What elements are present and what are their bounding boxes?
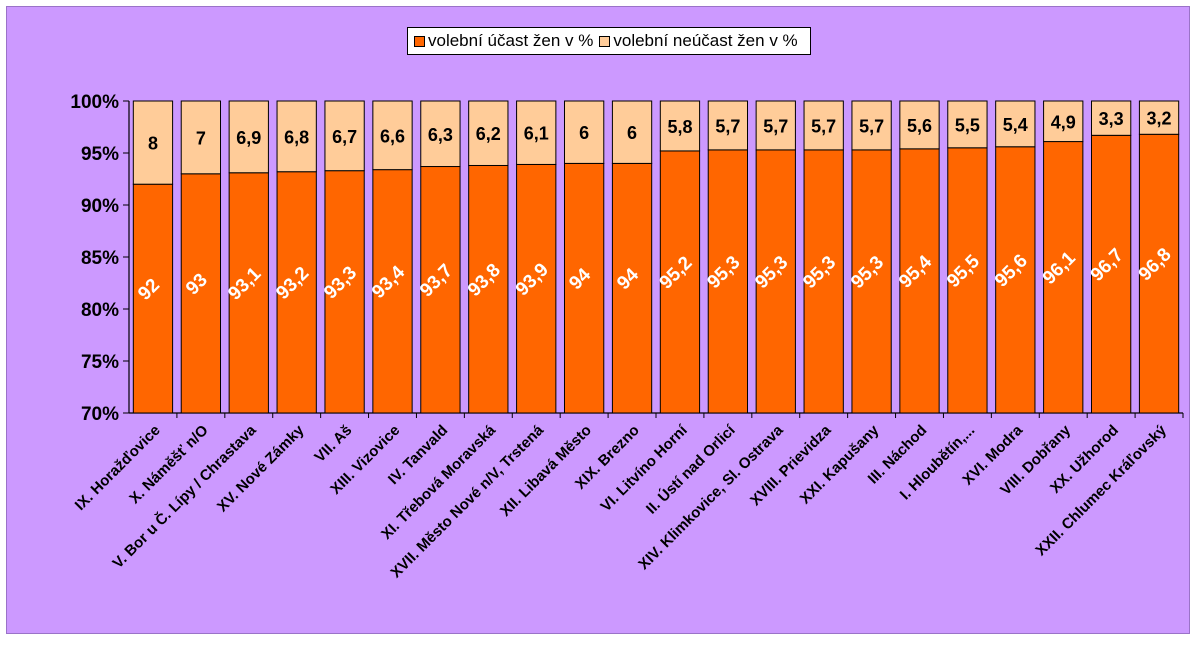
data-label-neucast: 8	[148, 134, 158, 154]
legend-item-neucast: volební neúčast žen v %	[599, 31, 798, 51]
bar-ucast	[851, 149, 892, 414]
bar-neucast	[180, 100, 222, 175]
data-label-neucast: 5,8	[667, 117, 692, 137]
bar-ucast	[1090, 134, 1132, 414]
bar-neucast	[516, 100, 557, 165]
data-label-neucast: 4,9	[1051, 112, 1076, 132]
data-label-neucast: 6,6	[380, 126, 405, 146]
y-tick-label: 100%	[70, 92, 119, 113]
x-category-label: XVIII. Prievidza	[747, 421, 835, 509]
data-label-neucast: 3,2	[1147, 109, 1172, 129]
bar-ucast	[995, 146, 1036, 414]
bar-ucast	[228, 172, 269, 414]
data-label-neucast: 5,6	[907, 116, 932, 136]
x-category-label: VII. Aš	[311, 422, 355, 466]
bar-neucast	[276, 100, 317, 173]
bar-neucast	[1043, 100, 1084, 143]
bar-neucast	[1138, 100, 1180, 135]
bar-neucast	[1090, 100, 1132, 136]
data-label-neucast: 6,9	[236, 128, 261, 148]
data-label-neucast: 3,3	[1099, 109, 1124, 129]
bar-neucast	[324, 100, 365, 172]
bar-ucast	[659, 150, 701, 414]
x-category-label: XII. Libavá Město	[497, 422, 595, 520]
data-label-neucast: 5,4	[1003, 115, 1028, 135]
data-label-neucast: 7	[196, 128, 206, 148]
bar-ucast	[563, 162, 605, 414]
bar-neucast	[228, 100, 269, 174]
y-tick-label: 90%	[81, 196, 119, 217]
bar-neucast	[803, 100, 844, 151]
y-tick-label: 75%	[81, 352, 119, 373]
bar-ucast	[324, 170, 365, 414]
bar-neucast	[468, 100, 509, 166]
data-label-neucast: 5,7	[715, 116, 740, 136]
bar-ucast	[132, 183, 174, 414]
bar-neucast	[755, 100, 796, 151]
bar-ucast	[899, 148, 940, 414]
bar-neucast	[132, 100, 174, 185]
x-category-label: II. Ústí nad Orlicí	[642, 421, 739, 518]
data-label-neucast: 5,7	[859, 116, 884, 136]
bar-ucast	[947, 147, 988, 414]
y-tick-label: 70%	[81, 404, 119, 425]
legend-swatch-ucast	[414, 35, 425, 47]
bar-ucast	[372, 169, 413, 414]
data-label-neucast: 6,3	[428, 125, 453, 145]
legend-item-ucast: volební účast žen v %	[414, 31, 593, 51]
bar-neucast	[659, 100, 701, 152]
x-category-label: VI. Litvíno Horní	[597, 421, 691, 515]
bar-neucast	[563, 100, 605, 164]
bar-ucast	[707, 149, 749, 414]
bar-ucast	[1043, 141, 1084, 414]
bar-ucast	[755, 149, 796, 414]
data-label-neucast: 5,5	[955, 115, 980, 135]
data-label-neucast: 6,8	[284, 127, 309, 147]
data-label-neucast: 5,7	[811, 116, 836, 136]
y-tick-label: 80%	[81, 300, 119, 321]
legend-swatch-neucast	[599, 35, 611, 47]
bar-neucast	[611, 100, 653, 164]
data-label-neucast: 6	[627, 123, 637, 143]
chart-area: volební účast žen v % volební neúčast že…	[6, 6, 1190, 634]
data-label-neucast: 6,7	[332, 127, 357, 147]
bar-neucast	[851, 100, 892, 151]
y-tick-label: 95%	[81, 144, 119, 165]
data-label-neucast: 6,2	[476, 124, 501, 144]
legend-label-ucast: volební účast žen v %	[428, 31, 594, 50]
data-label-neucast: 5,7	[763, 116, 788, 136]
bar-ucast	[468, 164, 509, 414]
bar-neucast	[372, 100, 413, 171]
bar-neucast	[899, 100, 940, 150]
x-category-label: IX. Horažďovice	[72, 422, 164, 514]
bar-ucast	[516, 163, 557, 414]
legend: volební účast žen v % volební neúčast že…	[407, 27, 811, 55]
y-tick-label: 85%	[81, 248, 119, 269]
bar-neucast	[420, 100, 461, 168]
bar-neucast	[947, 100, 988, 149]
data-label-neucast: 6	[579, 123, 589, 143]
bar-ucast	[803, 149, 844, 414]
bar-neucast	[995, 100, 1036, 148]
x-category-label: XV. Nové Zámky	[214, 421, 308, 515]
bar-neucast	[707, 100, 749, 151]
data-label-neucast: 6,1	[524, 124, 549, 144]
legend-label-neucast: volební neúčast žen v %	[613, 31, 798, 50]
bar-ucast	[276, 171, 317, 414]
bar-ucast	[1138, 133, 1180, 414]
